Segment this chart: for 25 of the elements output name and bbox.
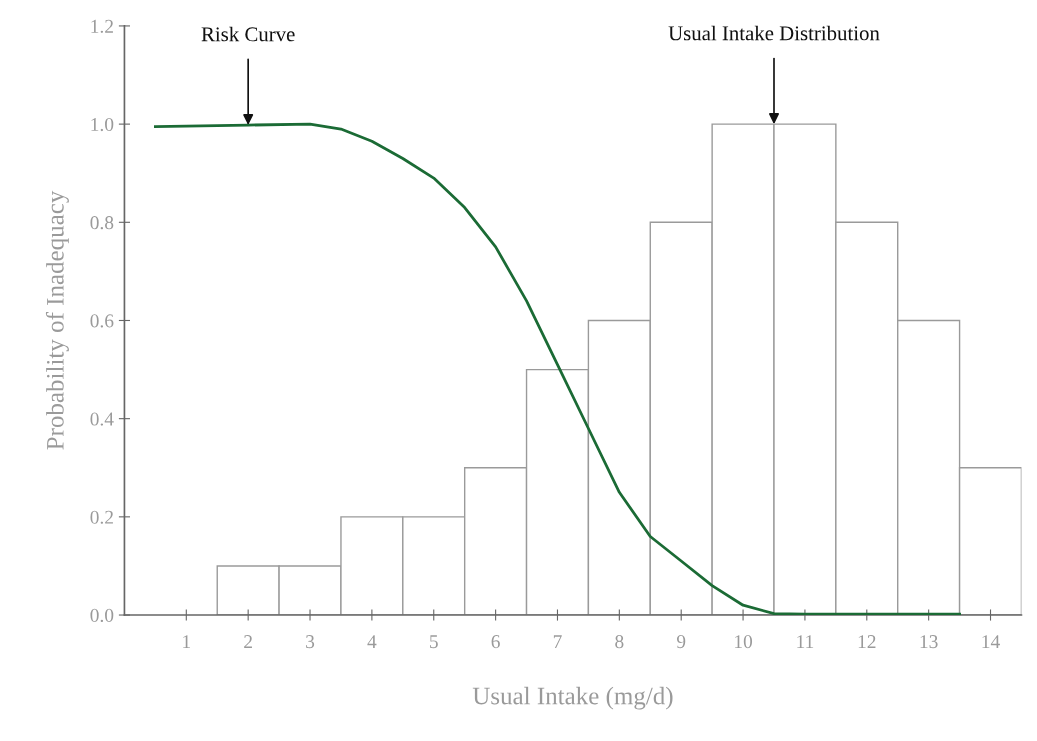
annotation: Risk Curve <box>201 26 295 42</box>
x-tick-label: 11 <box>797 635 814 648</box>
x-tick-label: 9 <box>676 635 686 649</box>
y-tick-label: 0.6 <box>90 314 114 328</box>
x-tick-label: 12 <box>858 635 876 648</box>
x-tick-label: 4 <box>367 635 377 648</box>
y-tick-label: 0.8 <box>90 216 114 230</box>
annotation: Usual Intake Distribution <box>668 25 880 41</box>
x-tick-label: 7 <box>553 635 562 648</box>
x-tick-label: 10 <box>735 635 753 649</box>
x-tick-label: 8 <box>615 635 624 649</box>
x-tick-label: 6 <box>491 635 500 649</box>
y-tick-label: 1.2 <box>91 19 113 33</box>
x-tick-label: 13 <box>920 635 938 649</box>
y-tick-label: 1.0 <box>91 117 114 132</box>
x-tick-label: 14 <box>982 635 1000 648</box>
x-tick-label: 5 <box>430 635 438 649</box>
y-tick-label: 0.0 <box>90 608 114 623</box>
x-tick-label: 1 <box>183 635 190 648</box>
x-tick-label: 3 <box>306 635 315 649</box>
x-tick-label: 2 <box>244 635 252 648</box>
y-tick-label: 0.2 <box>90 510 113 524</box>
y-tick-label: 0.4 <box>90 412 114 426</box>
x-axis-title: Usual Intake (mg/d) <box>472 686 673 710</box>
y-axis-title: Probability of Inadequacy <box>45 190 69 450</box>
